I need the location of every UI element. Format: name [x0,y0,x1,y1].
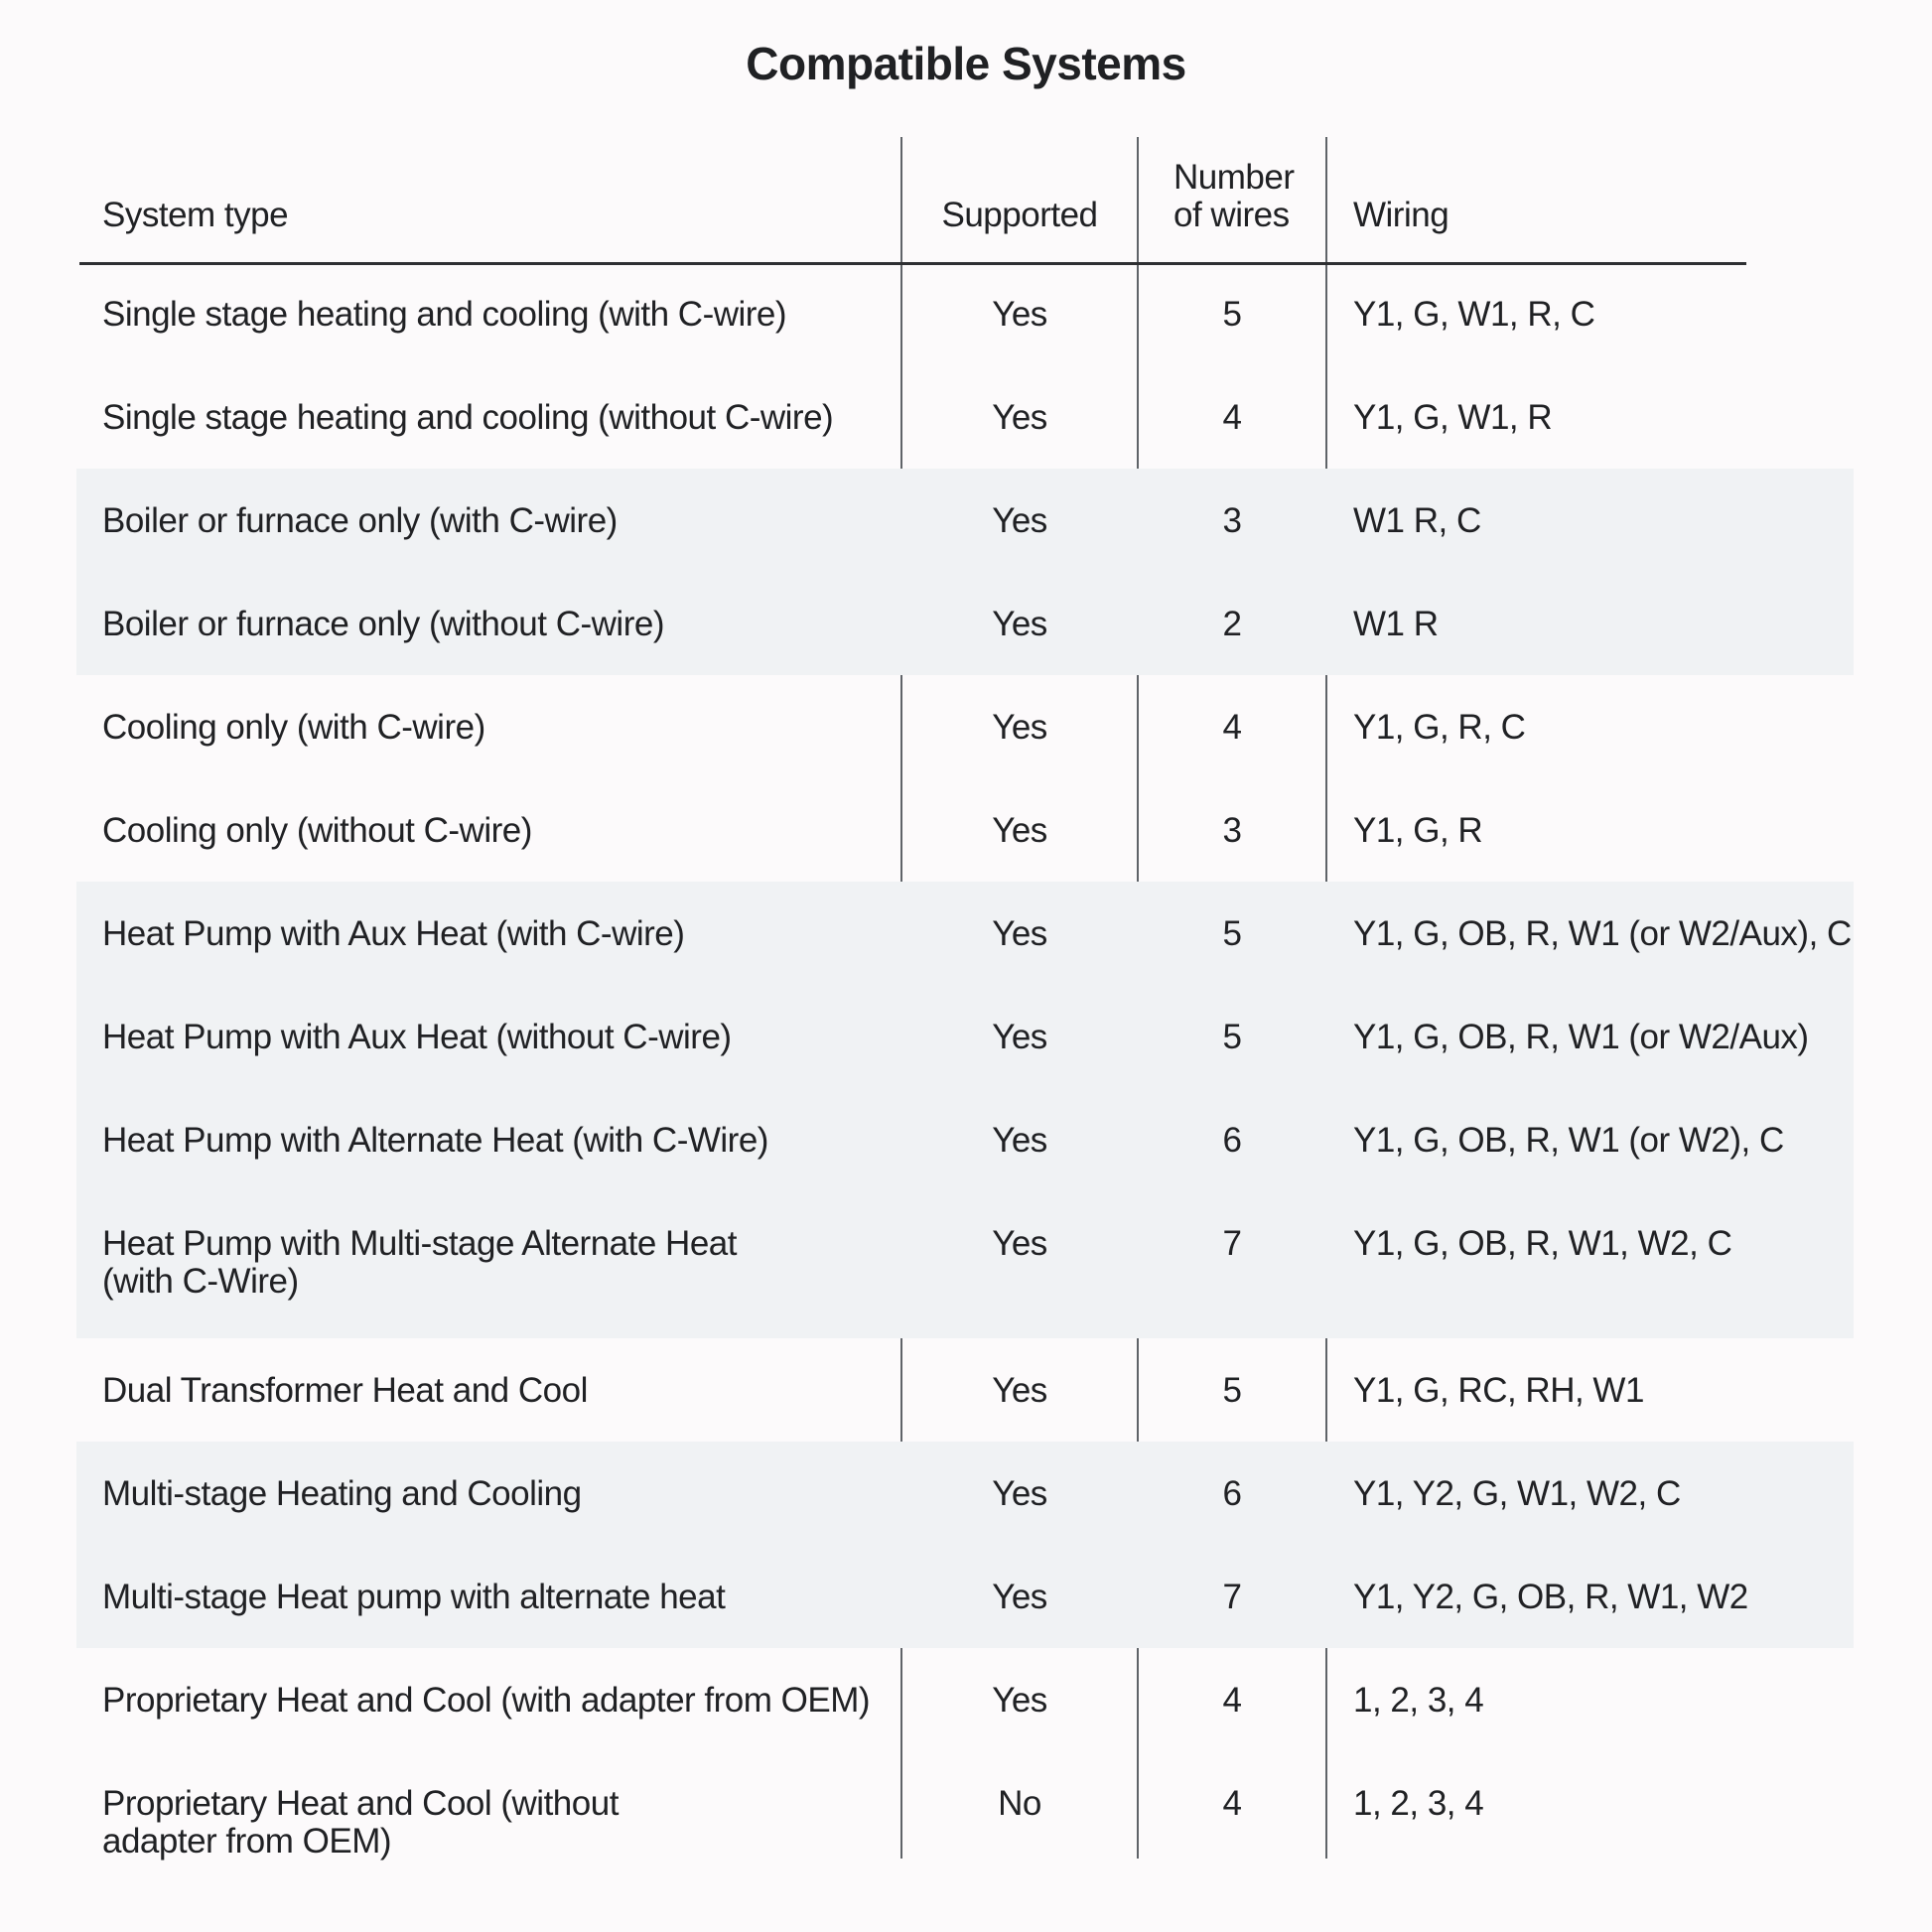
cell-number-of-wires: 5 [1222,295,1242,334]
cell-number-of-wires: 4 [1222,1784,1242,1823]
cell-supported: No [998,1784,1041,1823]
table-row: Single stage heating and cooling (withou… [76,365,1854,469]
cell-system-type: Proprietary Heat and Cool (without adapte… [102,1784,619,1861]
cell-number-of-wires: 5 [1222,1371,1242,1410]
table-row: Boiler or furnace only (without C-wire) Y… [76,572,1854,675]
table-body: Single stage heating and cooling (with C… [76,262,1854,1898]
header-divider-rule [79,262,1746,265]
column-header-supported: Supported [941,196,1098,234]
cell-wiring: W1 R, C [1353,501,1481,540]
cell-supported: Yes [992,1474,1047,1513]
cell-number-of-wires: 4 [1222,708,1242,747]
cell-wiring: 1, 2, 3, 4 [1353,1784,1484,1823]
cell-number-of-wires: 7 [1222,1224,1242,1263]
cell-wiring: Y1, G, R [1353,811,1483,850]
cell-number-of-wires: 6 [1222,1121,1242,1160]
cell-system-type: Cooling only (without C-wire) [102,811,532,850]
cell-number-of-wires: 4 [1222,398,1242,437]
cell-wiring: Y1, G, OB, R, W1 (or W2), C [1353,1121,1784,1160]
cell-system-type: Dual Transformer Heat and Cool [102,1371,588,1410]
cell-number-of-wires: 6 [1222,1474,1242,1513]
cell-system-type: Single stage heating and cooling (with C… [102,295,787,334]
cell-supported: Yes [992,708,1047,747]
cell-supported: Yes [992,1371,1047,1410]
cell-wiring: W1 R [1353,605,1439,643]
cell-system-type: Boiler or furnace only (without C-wire) [102,605,664,643]
cell-wiring: Y1, Y2, G, W1, W2, C [1353,1474,1681,1513]
cell-system-type: Boiler or furnace only (with C-wire) [102,501,618,540]
column-header-system-type: System type [102,196,289,234]
cell-number-of-wires: 3 [1222,501,1242,540]
compatible-systems-table: System type Supported Number of wires Wir… [76,137,1854,1902]
cell-wiring: Y1, G, OB, R, W1 (or W2/Aux), C [1353,914,1852,953]
cell-supported: Yes [992,501,1047,540]
table-row: Multi-stage Heat pump with alternate hea… [76,1545,1854,1648]
cell-system-type: Heat Pump with Aux Heat (without C-wire) [102,1018,732,1056]
cell-supported: Yes [992,811,1047,850]
column-header-number-of-wires-line1: Number [1173,158,1295,197]
cell-system-type: Multi-stage Heating and Cooling [102,1474,582,1513]
cell-wiring: 1, 2, 3, 4 [1353,1681,1484,1720]
table-row: Heat Pump with Alternate Heat (with C-Wi… [76,1088,1854,1191]
cell-wiring: Y1, Y2, G, OB, R, W1, W2 [1353,1578,1748,1616]
cell-number-of-wires: 5 [1222,914,1242,953]
cell-number-of-wires: 2 [1222,605,1242,643]
cell-wiring: Y1, G, R, C [1353,708,1526,747]
table-row: Single stage heating and cooling (with C… [76,262,1854,365]
table-row: Cooling only (with C-wire) Yes 4 Y1, G, R, … [76,675,1854,778]
cell-supported: Yes [992,1224,1047,1263]
cell-number-of-wires: 5 [1222,1018,1242,1056]
cell-supported: Yes [992,1121,1047,1160]
cell-number-of-wires: 3 [1222,811,1242,850]
cell-system-type: Heat Pump with Aux Heat (with C-wire) [102,914,685,953]
cell-wiring: Y1, G, W1, R, C [1353,295,1595,334]
table-row: Multi-stage Heating and Cooling Yes 6 Y1, Y… [76,1442,1854,1545]
table-row: Heat Pump with Multi-stage Alternate Hea… [76,1191,1854,1338]
column-header-wiring: Wiring [1353,196,1449,234]
column-header-number-of-wires: Number of wires [1138,159,1326,262]
table-row: Proprietary Heat and Cool (without adapte… [76,1751,1854,1898]
cell-wiring: Y1, G, OB, R, W1, W2, C [1353,1224,1732,1263]
cell-number-of-wires: 4 [1222,1681,1242,1720]
cell-supported: Yes [992,398,1047,437]
cell-wiring: Y1, G, W1, R [1353,398,1553,437]
column-header-number-of-wires-line2: of wires [1173,196,1290,234]
cell-supported: Yes [992,914,1047,953]
cell-supported: Yes [992,605,1047,643]
cell-supported: Yes [992,295,1047,334]
table-row: Heat Pump with Aux Heat (without C-wire)… [76,985,1854,1088]
cell-system-type: Proprietary Heat and Cool (with adapter … [102,1681,871,1720]
cell-wiring: Y1, G, OB, R, W1 (or W2/Aux) [1353,1018,1809,1056]
cell-number-of-wires: 7 [1222,1578,1242,1616]
cell-system-type: Heat Pump with Multi-stage Alternate Hea… [102,1224,737,1301]
table-header-row: System type Supported Number of wires Wir… [76,137,1854,262]
cell-system-type: Heat Pump with Alternate Heat (with C-Wi… [102,1121,768,1160]
table-row: Proprietary Heat and Cool (with adapter … [76,1648,1854,1751]
table-row: Dual Transformer Heat and Cool Yes 5 Y1, G,… [76,1338,1854,1442]
table-row: Heat Pump with Aux Heat (with C-wire) Yes… [76,882,1854,985]
cell-supported: Yes [992,1681,1047,1720]
cell-supported: Yes [992,1578,1047,1616]
table-row: Boiler or furnace only (with C-wire) Yes 3… [76,469,1854,572]
cell-system-type: Multi-stage Heat pump with alternate hea… [102,1578,726,1616]
table-row: Cooling only (without C-wire) Yes 3 Y1, G, … [76,778,1854,882]
cell-supported: Yes [992,1018,1047,1056]
cell-system-type: Single stage heating and cooling (withou… [102,398,834,437]
cell-wiring: Y1, G, RC, RH, W1 [1353,1371,1644,1410]
cell-system-type: Cooling only (with C-wire) [102,708,485,747]
page-title: Compatible Systems [746,38,1186,89]
